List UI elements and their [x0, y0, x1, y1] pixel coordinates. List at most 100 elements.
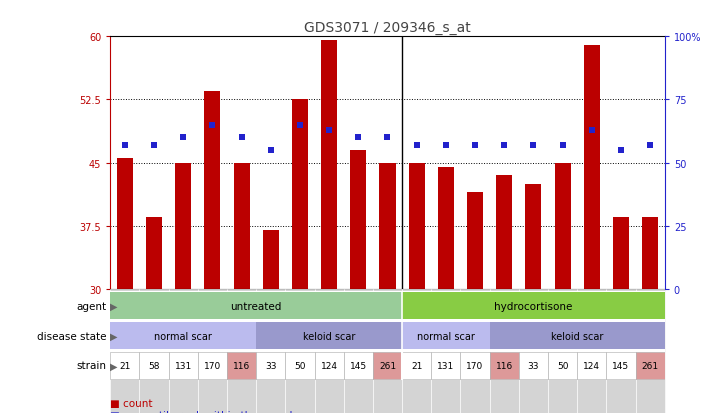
Bar [204, 92, 220, 289]
Bar [577, 352, 606, 379]
Text: 33: 33 [528, 361, 539, 370]
Bar [146, 218, 162, 289]
Bar [402, 289, 432, 413]
Point [586, 127, 597, 134]
Bar [373, 289, 402, 413]
Text: GSM194120: GSM194120 [149, 292, 159, 338]
Text: GSM194104: GSM194104 [529, 292, 538, 338]
Bar [139, 289, 169, 413]
Text: GSM194109: GSM194109 [354, 292, 363, 338]
Text: 33: 33 [265, 361, 277, 370]
Bar [461, 289, 490, 413]
Text: GSM194115: GSM194115 [442, 292, 450, 338]
Bar [606, 352, 636, 379]
Text: GSM194121: GSM194121 [237, 292, 246, 337]
Text: strain: strain [77, 361, 107, 370]
Bar [343, 352, 373, 379]
Text: 170: 170 [204, 361, 221, 370]
Title: GDS3071 / 209346_s_at: GDS3071 / 209346_s_at [304, 21, 471, 35]
Bar [314, 352, 343, 379]
Text: GSM194119: GSM194119 [208, 292, 217, 338]
Bar [490, 352, 519, 379]
Text: GSM194112: GSM194112 [266, 292, 275, 337]
Text: 261: 261 [379, 361, 396, 370]
Bar [490, 289, 519, 413]
Text: GSM194106: GSM194106 [616, 292, 626, 338]
Point [382, 135, 393, 141]
Bar [402, 293, 665, 319]
Text: normal scar: normal scar [154, 331, 212, 341]
Point [178, 135, 189, 141]
Bar [490, 323, 665, 349]
Bar [555, 163, 571, 289]
Bar [409, 163, 424, 289]
Text: ▶: ▶ [110, 361, 118, 370]
Bar [380, 163, 395, 289]
Bar [110, 289, 139, 413]
Text: 21: 21 [119, 361, 131, 370]
Text: 116: 116 [233, 361, 250, 370]
Bar [169, 352, 198, 379]
Text: 170: 170 [466, 361, 483, 370]
Bar [548, 289, 577, 413]
Text: GSM194108: GSM194108 [587, 292, 597, 338]
Bar [256, 352, 285, 379]
Text: 50: 50 [294, 361, 306, 370]
Bar [198, 289, 227, 413]
Bar [139, 352, 169, 379]
Point [644, 142, 656, 149]
Text: disease state: disease state [37, 331, 107, 341]
Text: ▶: ▶ [110, 331, 118, 341]
Bar [110, 323, 256, 349]
Bar [292, 100, 308, 289]
Bar [467, 192, 483, 289]
Text: 131: 131 [437, 361, 454, 370]
Bar [373, 352, 402, 379]
Bar [519, 352, 548, 379]
Text: 261: 261 [641, 361, 659, 370]
Text: ▶: ▶ [110, 301, 118, 311]
Text: 131: 131 [175, 361, 192, 370]
Point [149, 142, 160, 149]
Point [294, 122, 306, 128]
Text: keloid scar: keloid scar [303, 331, 356, 341]
Text: 145: 145 [612, 361, 629, 370]
Bar [548, 352, 577, 379]
Text: keloid scar: keloid scar [551, 331, 604, 341]
Point [119, 142, 131, 149]
Bar [636, 352, 665, 379]
Text: 124: 124 [321, 361, 338, 370]
Text: 50: 50 [557, 361, 568, 370]
Bar [402, 323, 490, 349]
Text: GSM194105: GSM194105 [558, 292, 567, 338]
Bar [402, 352, 432, 379]
Bar [314, 289, 343, 413]
Bar [233, 163, 250, 289]
Bar [227, 289, 256, 413]
Bar [577, 289, 606, 413]
Bar [256, 289, 285, 413]
Text: 124: 124 [583, 361, 600, 370]
Text: 21: 21 [411, 361, 422, 370]
Bar [525, 184, 542, 289]
Point [469, 142, 481, 149]
Text: GSM194118: GSM194118 [120, 292, 129, 337]
Text: GSM194122: GSM194122 [178, 292, 188, 337]
Bar [606, 289, 636, 413]
Bar [263, 230, 279, 289]
Bar [584, 45, 600, 289]
Text: 58: 58 [148, 361, 160, 370]
Bar [432, 352, 461, 379]
Point [557, 142, 568, 149]
Point [498, 142, 510, 149]
Text: 145: 145 [350, 361, 367, 370]
Text: GSM194107: GSM194107 [646, 292, 655, 338]
Bar [642, 218, 658, 289]
Bar [496, 176, 513, 289]
Text: ■ count: ■ count [110, 398, 153, 408]
Text: GSM194114: GSM194114 [500, 292, 509, 338]
Text: untreated: untreated [230, 301, 282, 311]
Point [236, 135, 247, 141]
Bar [519, 289, 548, 413]
Bar [110, 352, 139, 379]
